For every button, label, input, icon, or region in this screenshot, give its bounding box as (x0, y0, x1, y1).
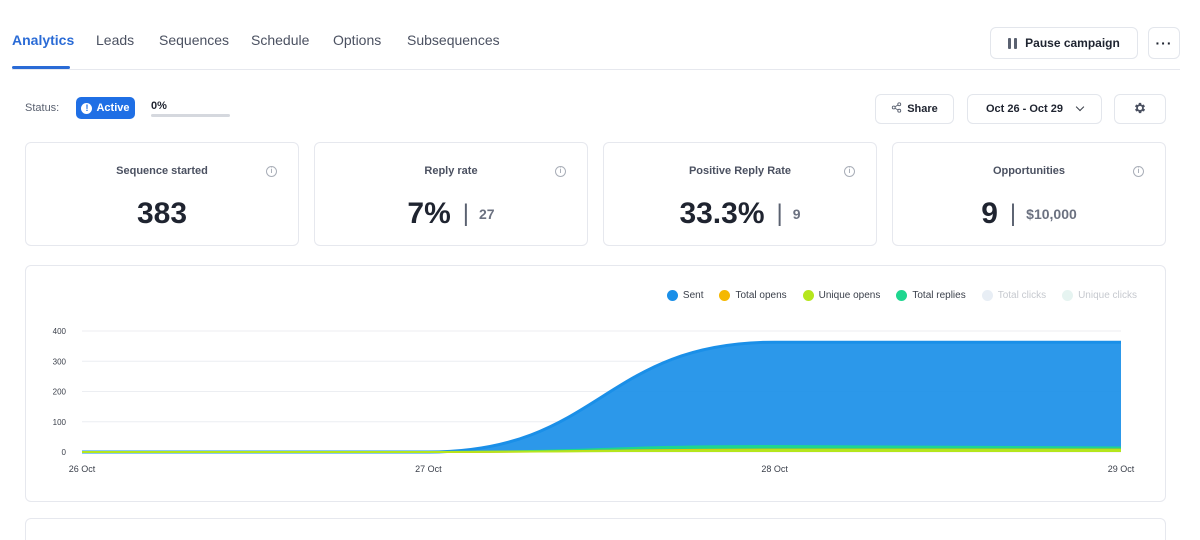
metric-card-opportunities: Opportunities i 9 | $10,000 (892, 142, 1166, 246)
legend-label: Total opens (735, 290, 787, 301)
legend-item-unique-opens[interactable]: Unique opens (802, 290, 881, 301)
card-value: 33.3% (679, 197, 765, 230)
progress-bar (151, 114, 230, 117)
tab-sequences[interactable]: Sequences (159, 32, 230, 48)
card-title: Sequence started (116, 165, 208, 177)
x-tick-label: 28 Oct (761, 464, 788, 474)
status-badge-text: Active (96, 102, 130, 114)
legend-label: Unique clicks (1078, 290, 1137, 301)
bottom-panel (25, 518, 1166, 540)
card-title: Reply rate (424, 165, 478, 177)
tab-subsequences[interactable]: Subsequences (407, 32, 500, 48)
legend-swatch (896, 290, 908, 301)
legend-label: Total replies (912, 290, 966, 301)
line-unique-opens (82, 449, 1121, 453)
card-value: 9 (981, 197, 998, 230)
card-sub-value: $10,000 (1026, 206, 1077, 222)
info-icon[interactable]: i (1133, 166, 1144, 177)
card-sub-value: 27 (479, 206, 495, 222)
card-separator: | (1009, 200, 1017, 227)
y-tick-label: 400 (53, 327, 67, 336)
date-range-select[interactable]: Oct 26 - Oct 29 (967, 94, 1102, 124)
share-icon (891, 102, 902, 116)
card-title: Opportunities (992, 165, 1066, 177)
legend-swatch (666, 290, 678, 301)
x-tick-label: 29 Oct (1108, 464, 1135, 474)
area-chart: 0 100 200 300 400 26 Oct 27 Oct 28 Oct 29 Oct (53, 327, 1135, 474)
card-separator: | (776, 200, 783, 227)
legend-swatch (719, 290, 731, 301)
legend-item-sent[interactable]: Sent (666, 290, 704, 301)
legend-item-total-replies[interactable]: Total replies (896, 290, 966, 301)
chevron-down-icon (1075, 102, 1085, 112)
active-tab-indicator (12, 66, 70, 69)
legend-label: Total clicks (997, 290, 1047, 301)
legend-item-total-clicks[interactable]: Total clicks (981, 290, 1047, 301)
info-icon[interactable]: i (844, 166, 855, 177)
pause-icon (1008, 37, 1018, 49)
tab-leads[interactable]: Leads (96, 32, 135, 48)
date-range-label: Oct 26 - Oct 29 (985, 103, 1064, 115)
chart-legend: Sent Total opens Unique opens Total replies… (666, 290, 1137, 301)
status-badge: ! Active (76, 97, 135, 119)
legend-item-unique-clicks[interactable]: Unique clicks (1062, 290, 1137, 301)
more-icon: ··· (1155, 35, 1173, 51)
card-title: Positive Reply Rate (688, 165, 792, 177)
legend-item-total-opens[interactable]: Total opens (719, 290, 787, 301)
card-value: 383 (136, 197, 188, 230)
x-tick-label: 26 Oct (69, 464, 96, 474)
tab-options[interactable]: Options (333, 32, 382, 48)
pause-campaign-button[interactable]: Pause campaign (990, 27, 1138, 59)
status-label: Status: (25, 102, 60, 114)
y-tick-label: 300 (53, 357, 67, 366)
y-tick-label: 200 (53, 388, 67, 397)
metric-card-sequence-started: Sequence started i 383 (25, 142, 299, 246)
pause-campaign-label: Pause campaign (1025, 36, 1120, 50)
gear-icon (1133, 101, 1147, 118)
metric-card-positive-reply-rate: Positive Reply Rate i 33.3% | 9 (603, 142, 877, 246)
y-tick-label: 100 (53, 418, 67, 427)
legend-label: Sent (682, 290, 704, 301)
x-tick-label: 27 Oct (415, 464, 442, 474)
share-button[interactable]: Share (875, 94, 954, 124)
legend-swatch (802, 290, 814, 301)
share-label: Share (907, 103, 938, 115)
card-value: 7% (407, 197, 451, 230)
card-sub-value: 9 (792, 206, 801, 222)
legend-swatch (981, 290, 993, 301)
legend-swatch (1062, 290, 1074, 301)
legend-label: Unique opens (818, 290, 881, 301)
settings-button[interactable] (1114, 94, 1166, 124)
tab-schedule[interactable]: Schedule (251, 32, 310, 48)
card-separator: | (462, 200, 469, 227)
info-icon[interactable]: i (555, 166, 566, 177)
progress-text: 0% (151, 100, 167, 112)
chart-panel: 0 100 200 300 400 26 Oct 27 Oct 28 Oct 29 Oct Se… (25, 265, 1166, 502)
tab-analytics[interactable]: Analytics (12, 32, 75, 48)
info-icon: ! (81, 102, 93, 114)
more-options-button[interactable]: ··· (1148, 27, 1180, 59)
tab-bar: Analytics Leads Sequences Schedule Optio… (12, 0, 1180, 70)
metric-card-reply-rate: Reply rate i 7% | 27 (314, 142, 588, 246)
y-tick-label: 0 (62, 448, 67, 457)
info-icon[interactable]: i (266, 166, 277, 177)
